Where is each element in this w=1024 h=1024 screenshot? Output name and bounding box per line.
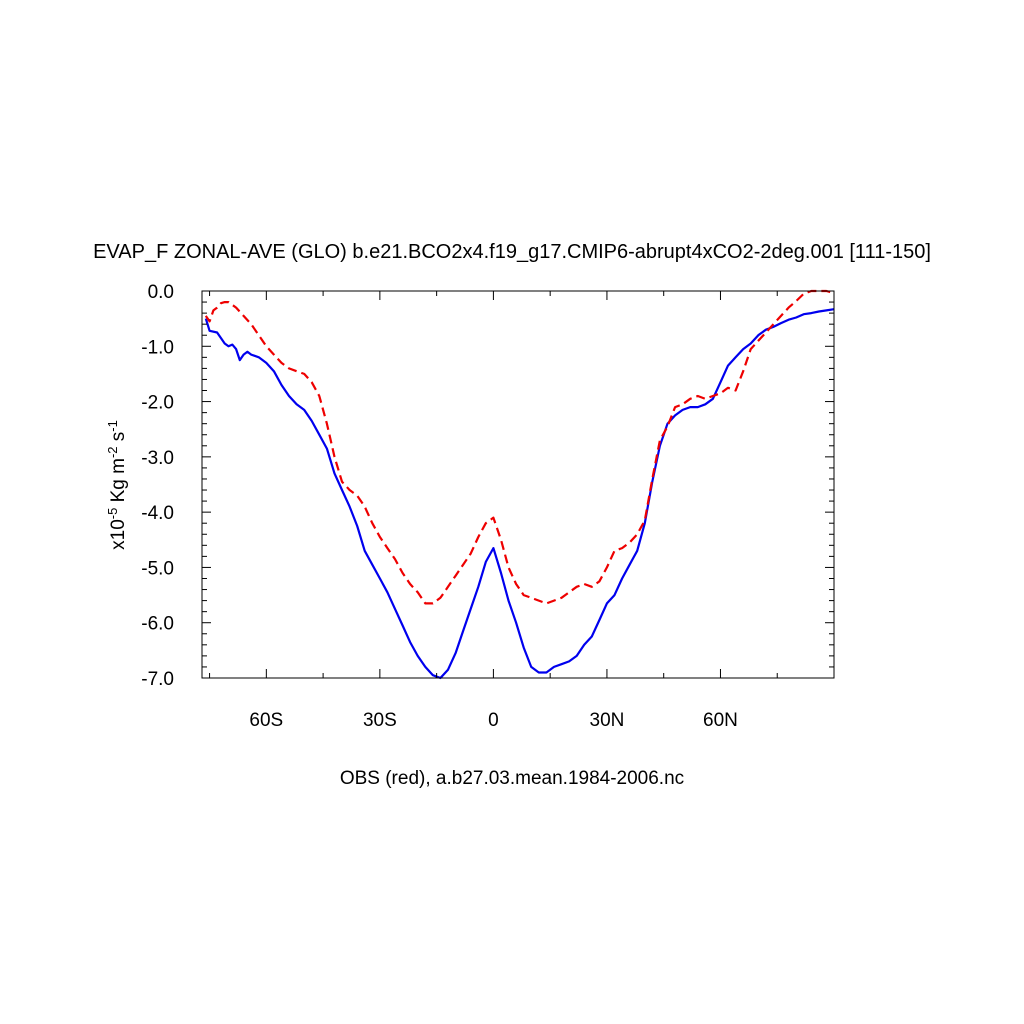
- y-axis-label-exp1: -5: [105, 508, 120, 520]
- tick-labels: 0.0 -1.0 -2.0 -3.0 -4.0 -5.0 -6.0 -7.0 60S 30S 0 30…: [141, 282, 738, 731]
- svg-text:x10-5 Kg m-2 s-1: x10-5 Kg m-2 s-1: [105, 420, 129, 550]
- plot-frame: [201, 290, 835, 679]
- y-tick-label: -2.0: [141, 393, 174, 414]
- x-tick-label: 60S: [249, 710, 283, 731]
- y-tick-label: -7.0: [141, 669, 174, 690]
- y-axis-label-prefix: x10: [108, 519, 129, 550]
- series-line-2: [204, 289, 831, 605]
- x-tick-label: 60N: [703, 710, 738, 731]
- y-tick-label: -1.0: [141, 337, 174, 358]
- chart-title: EVAP_F ZONAL-AVE (GLO) b.e21.BCO2x4.f19_…: [93, 241, 931, 263]
- y-axis-label-unit-s: s: [108, 432, 129, 447]
- y-axis-label-exp2: -2: [105, 446, 120, 458]
- series-line-1: [204, 308, 835, 680]
- y-tick-label: -6.0: [141, 614, 174, 635]
- y-axis-label: x10-5 Kg m-2 s-1: [105, 420, 129, 550]
- plot-area: [204, 289, 835, 680]
- x-tick-label: 30S: [363, 710, 397, 731]
- y-axis-label-exp3: -1: [105, 420, 120, 432]
- y-tick-label: -5.0: [141, 558, 174, 579]
- y-tick-label: -3.0: [141, 448, 174, 469]
- y-axis-label-unit-kg-m: Kg m: [108, 458, 129, 508]
- axis-ticks: [201, 290, 835, 679]
- x-tick-label: 0: [488, 710, 499, 731]
- y-tick-label: 0.0: [148, 282, 174, 303]
- x-tick-label: 30N: [590, 710, 625, 731]
- x-axis-label: OBS (red), a.b27.03.mean.1984-2006.nc: [340, 768, 684, 789]
- y-tick-label: -4.0: [141, 503, 174, 524]
